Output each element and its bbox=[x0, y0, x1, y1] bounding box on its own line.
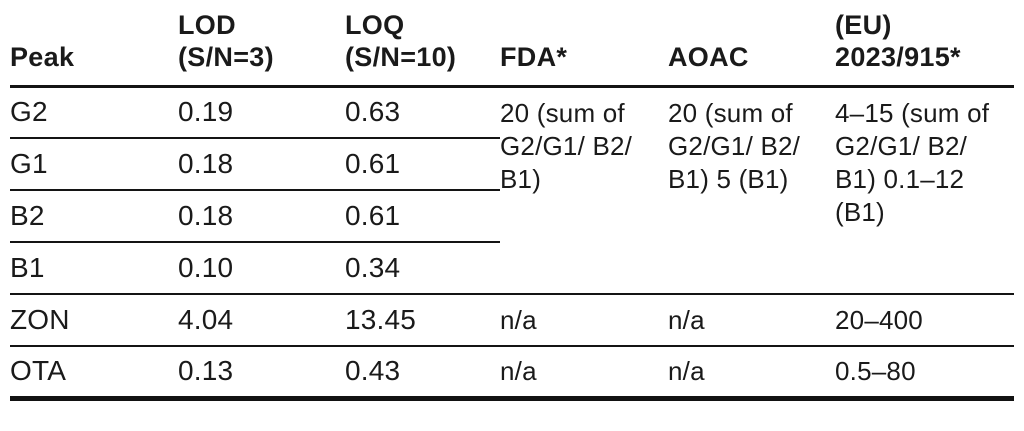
fda-limit-cell-ota: n/a bbox=[500, 346, 668, 401]
detection-limits-table: Peak LOD (S/N=3) LOQ (S/N=10) FDA* AOAC … bbox=[10, 2, 1014, 401]
table-header: Peak LOD (S/N=3) LOQ (S/N=10) FDA* AOAC … bbox=[10, 2, 1014, 88]
peak-cell: ZON bbox=[10, 294, 178, 347]
fda-limit-cell-aflatoxins: 20 (sum of G2/G1/ B2/ B1) bbox=[500, 86, 668, 295]
lod-cell: 0.18 bbox=[178, 138, 345, 191]
peak-cell: G2 bbox=[10, 86, 178, 139]
table-row-g2: G2 0.19 0.63 20 (sum of G2/G1/ B2/ B1) 2… bbox=[10, 86, 1014, 295]
col-header-fda: FDA* bbox=[500, 2, 668, 88]
table-row-b2: B2 0.18 0.61 bbox=[10, 190, 1014, 243]
table-container: Peak LOD (S/N=3) LOQ (S/N=10) FDA* AOAC … bbox=[10, 2, 1014, 401]
col-header-eu: (EU) 2023/915* bbox=[835, 2, 1014, 88]
table-row-g1: G1 0.18 0.61 bbox=[10, 138, 1014, 191]
table-row-b1: B1 0.10 0.34 bbox=[10, 242, 1014, 295]
peak-cell: B1 bbox=[10, 242, 178, 295]
col-header-loq: LOQ (S/N=10) bbox=[345, 2, 500, 88]
table-row-zon: ZON 4.04 13.45 n/a n/a 20–400 bbox=[10, 294, 1014, 347]
eu-limit-cell-zon: 20–400 bbox=[835, 294, 1014, 347]
peak-cell: B2 bbox=[10, 190, 178, 243]
aoac-limit-cell-ota: n/a bbox=[668, 346, 835, 401]
col-header-aoac: AOAC bbox=[668, 2, 835, 88]
loq-cell: 0.61 bbox=[345, 138, 500, 191]
lod-cell: 0.10 bbox=[178, 242, 345, 295]
peak-cell: OTA bbox=[10, 346, 178, 401]
fda-limit-cell-zon: n/a bbox=[500, 294, 668, 347]
loq-cell: 0.63 bbox=[345, 86, 500, 139]
eu-limit-cell-ota: 0.5–80 bbox=[835, 346, 1014, 401]
col-header-peak: Peak bbox=[10, 2, 178, 88]
loq-cell: 0.61 bbox=[345, 190, 500, 243]
header-row: Peak LOD (S/N=3) LOQ (S/N=10) FDA* AOAC … bbox=[10, 2, 1014, 88]
col-header-lod: LOD (S/N=3) bbox=[178, 2, 345, 88]
table-row-ota: OTA 0.13 0.43 n/a n/a 0.5–80 bbox=[10, 346, 1014, 401]
lod-cell: 0.18 bbox=[178, 190, 345, 243]
eu-limit-cell-aflatoxins: 4–15 (sum of G2/G1/ B2/ B1) 0.1–12 (B1) bbox=[835, 86, 1014, 295]
lod-cell: 4.04 bbox=[178, 294, 345, 347]
loq-cell: 0.43 bbox=[345, 346, 500, 401]
loq-cell: 0.34 bbox=[345, 242, 500, 295]
lod-cell: 0.19 bbox=[178, 86, 345, 139]
lod-cell: 0.13 bbox=[178, 346, 345, 401]
peak-cell: G1 bbox=[10, 138, 178, 191]
aoac-limit-cell-zon: n/a bbox=[668, 294, 835, 347]
aoac-limit-cell-aflatoxins: 20 (sum of G2/G1/ B2/ B1) 5 (B1) bbox=[668, 86, 835, 295]
table-body: G2 0.19 0.63 20 (sum of G2/G1/ B2/ B1) 2… bbox=[10, 86, 1014, 401]
loq-cell: 13.45 bbox=[345, 294, 500, 347]
